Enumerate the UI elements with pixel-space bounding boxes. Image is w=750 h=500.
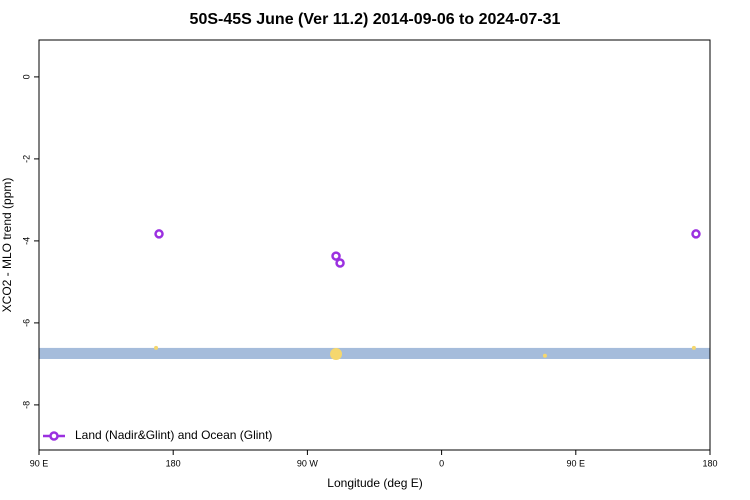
y-axis-label: XCO2 - MLO trend (ppm) [0,178,14,313]
highlight-point [542,353,547,358]
highlight-point [330,348,343,361]
y-tick-label: -8 [21,401,31,409]
highlight-point [691,345,696,350]
plot-frame [38,39,711,451]
data-point [691,229,701,239]
x-tick-label: 180 [166,458,181,468]
y-tick-label: -2 [21,155,31,163]
x-tick-label: 90 W [297,458,319,468]
x-tick-label: 90 E [30,458,49,468]
data-point [335,258,345,268]
reference-band [39,347,710,359]
x-tick-label: 90 E [567,458,586,468]
x-axis-label: Longitude (deg E) [327,476,422,490]
legend-marker [49,431,59,441]
y-tick-label: 0 [21,74,31,79]
data-point [331,251,341,261]
chart-title: 50S-45S June (Ver 11.2) 2014-09-06 to 20… [190,11,561,28]
y-tick-label: -6 [21,319,31,327]
x-tick-label: 0 [439,458,444,468]
data-point [154,229,164,239]
highlight-point [154,345,159,350]
legend-label: Land (Nadir&Glint) and Ocean (Glint) [75,428,272,442]
x-tick-label: 180 [702,458,717,468]
y-tick-label: -4 [21,237,31,245]
